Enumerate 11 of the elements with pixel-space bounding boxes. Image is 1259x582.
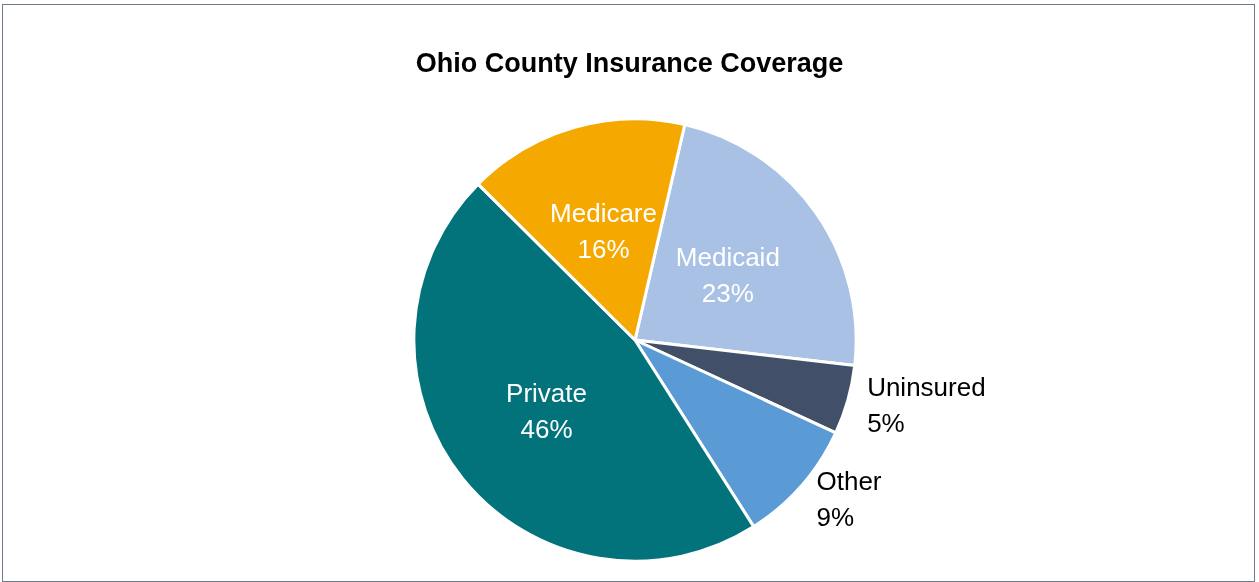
data-label: 16% (577, 233, 630, 264)
slice-label: Medicare (550, 197, 657, 228)
slice-label: Private (506, 378, 587, 409)
data-label: 46% (520, 414, 573, 445)
slice-label: Uninsured (867, 372, 986, 403)
slice-label: Medicaid (675, 241, 780, 272)
data-label: 9% (816, 501, 855, 532)
data-label: 23% (701, 277, 754, 308)
slice-label: Other (816, 465, 882, 496)
chart-title: Ohio County Insurance Coverage (415, 47, 844, 78)
data-label: 5% (867, 408, 905, 439)
